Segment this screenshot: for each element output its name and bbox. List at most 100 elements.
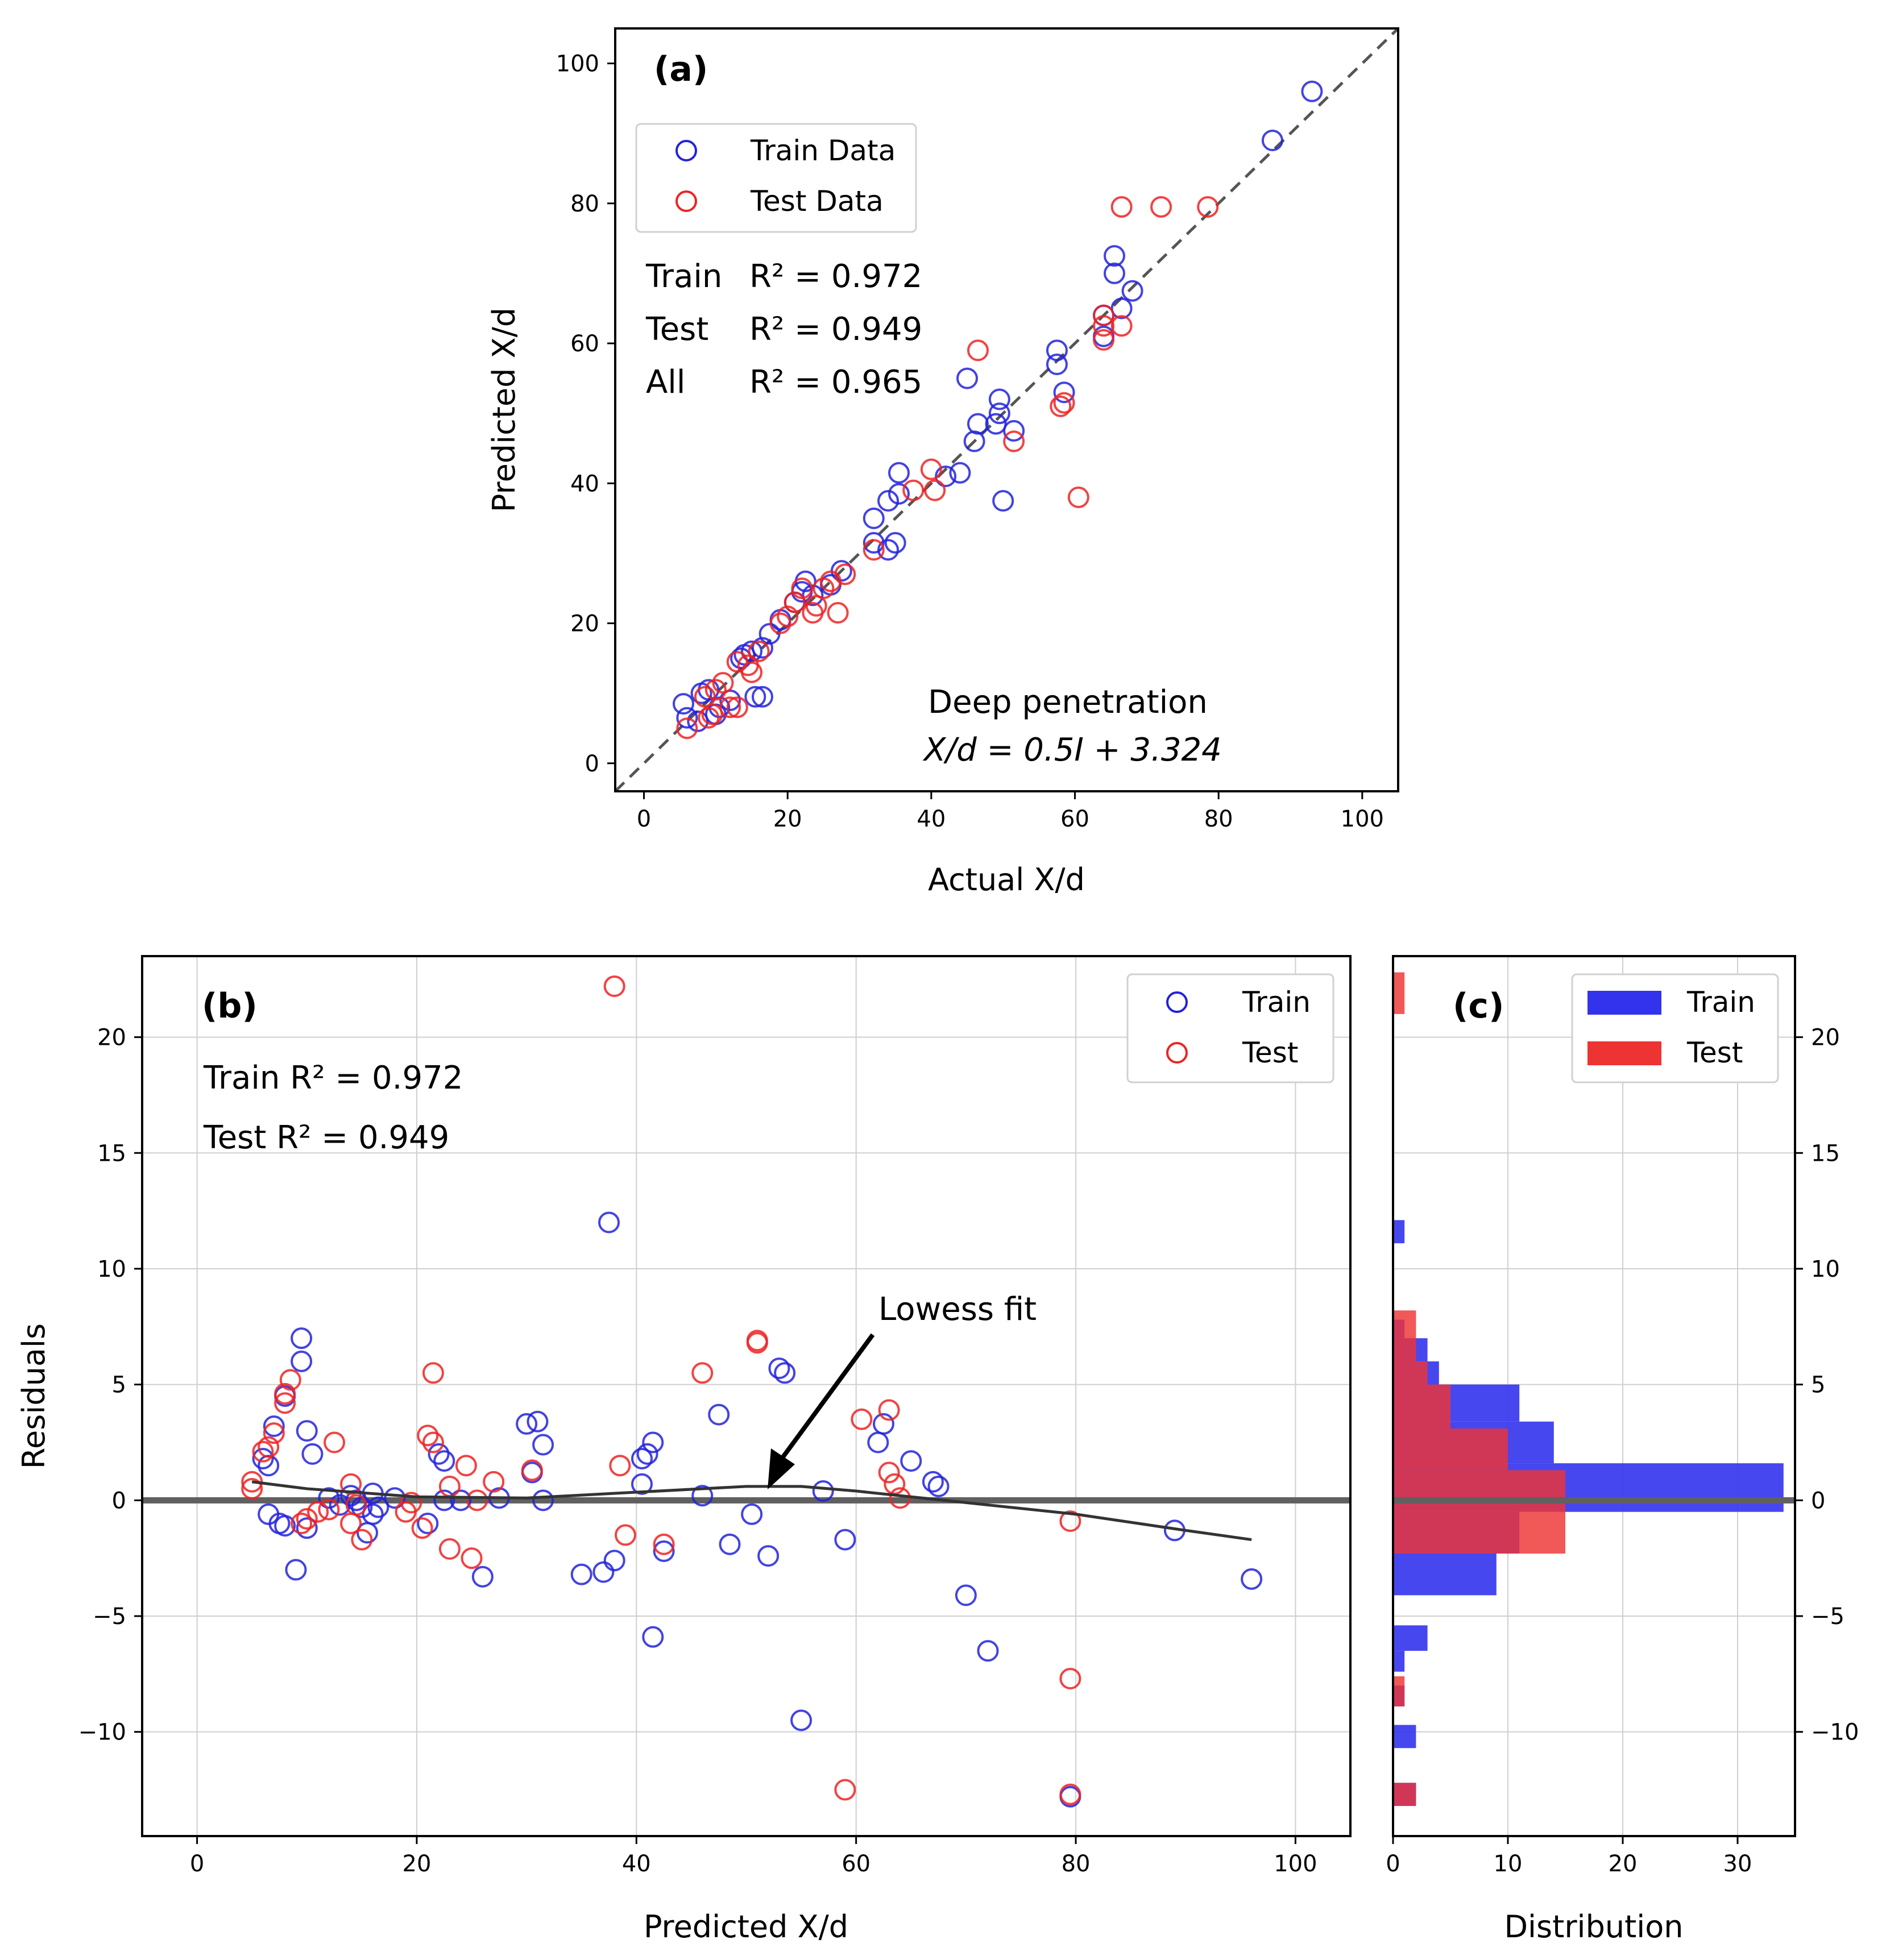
test-residual-point	[318, 1498, 340, 1521]
test-residual-point	[291, 1513, 313, 1535]
legend-marker-train-b	[1166, 991, 1188, 1013]
train-residual-point	[834, 1529, 856, 1551]
test-point	[924, 479, 946, 501]
y-tick-label-c: −5	[1811, 1604, 1844, 1630]
train-residual-point	[955, 1584, 977, 1606]
test-residual-point	[483, 1471, 505, 1493]
test-point	[784, 591, 806, 613]
train-point	[877, 490, 900, 512]
panel-b-frame	[141, 955, 1352, 1837]
x-axis-label-a: Actual X/d	[928, 862, 1085, 898]
train-residual-point	[922, 1471, 944, 1493]
r2-train-b: Train R² = 0.972	[203, 1060, 463, 1097]
train-residual-point	[301, 1443, 324, 1465]
test-residual-point	[466, 1489, 488, 1511]
train-point	[676, 707, 698, 729]
train-point	[949, 462, 971, 484]
test-residual-point	[455, 1455, 477, 1477]
r2-all-value-a: R² = 0.965	[749, 364, 922, 401]
test-residual-point	[417, 1425, 439, 1447]
test-point	[1093, 304, 1115, 326]
y-tick-label-b: −5	[93, 1604, 126, 1630]
train-residual-point	[285, 1559, 307, 1581]
legend-b: Train Test	[1126, 973, 1334, 1083]
legend-marker-test-a	[675, 190, 697, 212]
legend-label-test-a: Test Data	[750, 185, 884, 218]
train-point	[863, 531, 885, 554]
train-point	[1121, 280, 1143, 302]
x-tick-label-b: 100	[1274, 1851, 1317, 1877]
test-residual-point	[422, 1431, 444, 1454]
panel-label-a: (a)	[654, 49, 708, 89]
train-residual-point	[768, 1357, 790, 1380]
test-point	[748, 640, 770, 662]
x-tick-label-a: 20	[773, 806, 802, 832]
test-point	[902, 479, 925, 501]
test-residual-point	[340, 1473, 362, 1495]
test-point	[863, 539, 885, 561]
train-residual-point	[741, 1503, 763, 1525]
train-point	[1103, 262, 1125, 284]
train-point	[1046, 339, 1068, 362]
train-point	[863, 507, 885, 529]
test-hist-bar	[1393, 1511, 1565, 1554]
x-tick-label-b: 60	[842, 1851, 871, 1877]
y-tick-label-b: −10	[78, 1720, 126, 1746]
train-residual-point	[636, 1443, 658, 1465]
y-tick-label-b: 15	[97, 1140, 126, 1166]
x-tick-label-c: 0	[1386, 1851, 1400, 1877]
lowess-arrow-head	[768, 1448, 795, 1489]
test-residual-point	[521, 1459, 543, 1481]
train-point	[877, 539, 900, 561]
test-hist-bar	[1393, 1310, 1416, 1331]
test-point	[819, 570, 842, 592]
train-point	[956, 367, 979, 389]
panel-c-histogram: 0 10 20 30 −10 −5 0 5 10 15 20 Distribution (c) T…	[1386, 955, 1859, 1945]
train-residual-point	[631, 1473, 653, 1495]
test-residual-point	[279, 1369, 301, 1391]
train-point	[988, 402, 1010, 425]
y-tick-label-a: 60	[570, 331, 599, 357]
r2-annotations-a: Train R² = 0.972 Test R² = 0.949 All R² …	[645, 258, 922, 401]
test-hist-bar	[1393, 1470, 1565, 1512]
y-tick-label-a: 0	[585, 751, 599, 777]
test-point	[1110, 315, 1133, 337]
train-residual-point	[774, 1362, 796, 1384]
y-tick-label-c: 15	[1811, 1140, 1840, 1166]
legend-swatch-train-c	[1587, 991, 1661, 1015]
r2-test-value-a: R² = 0.949	[749, 311, 922, 348]
train-hist-bar	[1393, 1554, 1497, 1596]
train-point	[1261, 129, 1283, 151]
train-point	[1103, 245, 1125, 267]
train-residual-point	[516, 1413, 538, 1435]
train-residual-point	[598, 1211, 620, 1234]
train-point	[935, 465, 957, 487]
train-point	[751, 637, 773, 659]
test-residual-point	[438, 1538, 461, 1560]
train-residual-point	[471, 1565, 494, 1588]
test-residual-point	[878, 1399, 900, 1421]
train-residual-point	[433, 1450, 455, 1472]
y-tick-label-a: 100	[556, 51, 599, 77]
test-hist-bar	[1393, 1331, 1416, 1361]
train-residual-point	[719, 1533, 741, 1555]
test-point	[698, 707, 720, 729]
test-point	[834, 563, 856, 585]
y-tick-label-b: 10	[97, 1256, 126, 1282]
x-tick-label-a: 80	[1204, 806, 1233, 832]
train-point	[744, 686, 766, 708]
test-point	[769, 612, 791, 634]
train-hist-bar	[1393, 1625, 1428, 1651]
test-hist-bar	[1393, 1676, 1405, 1706]
x-axis-label-b: Predicted X/d	[644, 1909, 848, 1945]
panel-a-scatter: 0 20 40 60 80 100 0 20 40 60 80 100 Actual X/d Pre…	[486, 27, 1399, 898]
train-point	[1301, 80, 1323, 102]
train-point	[967, 413, 989, 435]
test-hist-bar	[1393, 972, 1405, 1014]
train-residual-point	[900, 1450, 922, 1472]
train-point	[673, 693, 695, 715]
train-residual-point	[570, 1563, 592, 1585]
train-residual-point	[631, 1447, 653, 1469]
test-point	[1067, 486, 1089, 508]
